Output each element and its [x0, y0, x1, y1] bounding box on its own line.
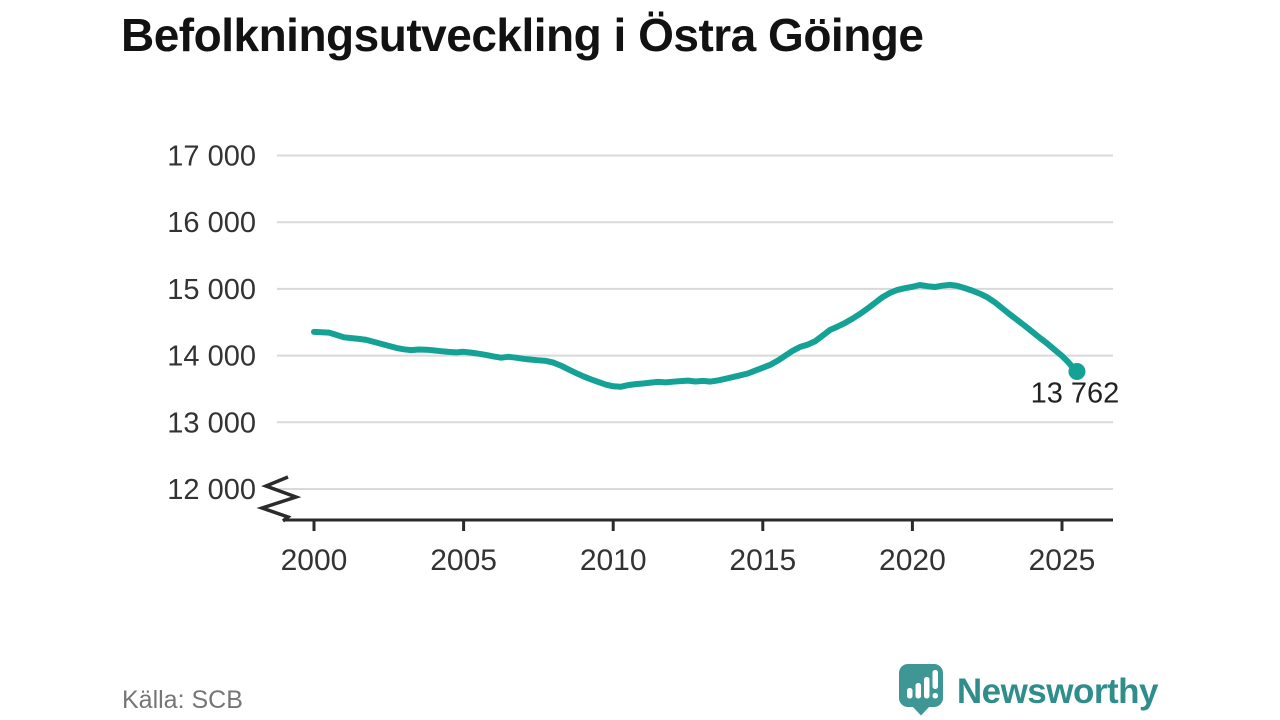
x-tick-label: 2000	[281, 544, 348, 577]
y-tick-label: 12 000	[167, 474, 256, 506]
x-tick-label: 2020	[879, 544, 946, 577]
y-tick-label: 16 000	[167, 207, 256, 239]
x-tick-label: 2025	[1029, 544, 1096, 577]
population-line	[311, 281, 1080, 390]
end-value-label: 13 762	[1031, 377, 1120, 409]
source-note: Källa: SCB	[122, 686, 243, 714]
y-tick-label: 13 000	[167, 407, 256, 439]
x-tick-label: 2005	[430, 544, 497, 577]
y-tick-label: 15 000	[167, 274, 256, 306]
y-tick-label: 17 000	[167, 141, 256, 173]
brand-logo: Newsworthy	[896, 662, 1159, 720]
axis-break-icon	[256, 475, 302, 523]
newsworthy-speech-bubble-bar-chart-icon	[896, 662, 946, 720]
brand-name: Newsworthy	[956, 671, 1159, 711]
chart-title: Befolkningsutveckling i Östra Göinge	[121, 9, 924, 61]
end-point-dot	[1068, 362, 1086, 380]
y-tick-label: 14 000	[167, 341, 256, 373]
population-line-chart: 17 000 16 000 15 000 14 000 13 000 12 000 2000…	[167, 141, 1120, 578]
x-tick-label: 2015	[729, 544, 796, 577]
x-tick-label: 2010	[580, 544, 647, 577]
